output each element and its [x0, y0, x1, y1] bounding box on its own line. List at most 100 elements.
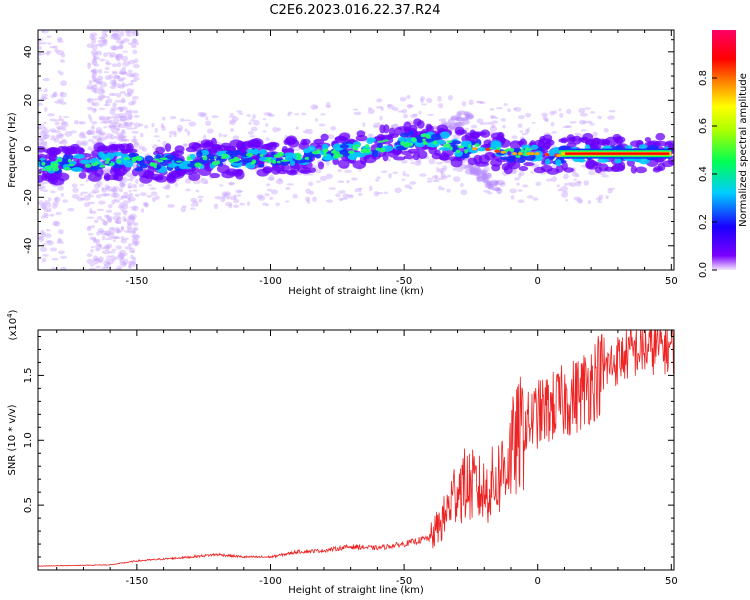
spectrogram-speck — [40, 141, 48, 147]
spectrogram-speck — [141, 147, 148, 152]
colorbar-label: Normalized spectral amplitude — [738, 73, 749, 227]
spectrogram-speck — [367, 133, 372, 139]
spectrogram-speck — [109, 44, 118, 51]
spectrogram-speck — [598, 172, 607, 176]
spectrogram-speck — [248, 121, 252, 125]
spectrogram-frame — [37, 29, 675, 271]
spectrogram-speck — [106, 214, 110, 219]
spectrogram-speck — [262, 202, 268, 206]
spectrogram-speck — [513, 107, 517, 111]
spectrogram-speck — [88, 80, 93, 85]
spectrogram-speck — [46, 240, 54, 246]
spectrogram-speck — [53, 137, 60, 143]
spectrogram-peak-blob — [186, 156, 192, 161]
spectrogram-speck — [426, 113, 435, 116]
spectrogram-speck — [358, 192, 363, 196]
spectrogram-speck — [446, 125, 454, 129]
spectrogram-speck — [97, 87, 104, 91]
spectrogram-band-blob — [383, 124, 390, 134]
spectrogram-core-blob — [366, 137, 374, 144]
spectrogram-speck — [40, 215, 49, 219]
spectrogram-speck — [50, 130, 57, 133]
spectrogram-speck — [115, 228, 121, 234]
spectrogram-speck — [100, 39, 107, 42]
spectrogram-speck — [45, 240, 52, 244]
spectrogram-speck — [112, 185, 116, 189]
spectrogram-band-blob — [425, 123, 433, 132]
spectrogram-core-blob — [614, 158, 622, 164]
spectrogram-core-blob — [548, 149, 555, 157]
spectrogram-speck — [127, 227, 131, 233]
spectrogram-speck — [440, 187, 446, 191]
spectrogram-speck — [58, 141, 62, 144]
spectrogram-speck — [95, 129, 104, 135]
spectrogram-speck — [111, 236, 118, 240]
spectrogram-speck — [124, 110, 133, 116]
spectrogram-speck — [239, 202, 246, 206]
spectrogram-speck — [99, 117, 106, 121]
spectrogram-speck — [43, 121, 47, 125]
spectrogram-core-blob — [517, 158, 526, 163]
spectrogram-speck — [127, 83, 134, 86]
spectrogram-speck — [588, 170, 596, 176]
spectrogram-band-blob — [382, 152, 389, 162]
spectrogram-speck — [42, 214, 50, 217]
spectrogram-speck — [153, 135, 160, 138]
spectrogram-speck — [103, 95, 111, 99]
spectrogram-band-blob — [70, 143, 80, 150]
spectrogram-speck — [560, 192, 569, 198]
spectrogram-speck — [514, 107, 522, 112]
spectrogram-speck — [56, 133, 64, 139]
spectrogram-speck — [199, 115, 205, 118]
spectrogram-speck — [457, 110, 466, 116]
spectrogram-speck — [122, 135, 127, 139]
spectrogram-speck — [100, 230, 108, 236]
spectrogram-speck — [376, 176, 381, 180]
spectrogram-speck — [40, 96, 47, 101]
spectrogram-speck — [108, 54, 114, 58]
spectrogram-speck — [561, 190, 569, 194]
spectrogram-peak-blob — [159, 157, 167, 160]
spectrogram-speck — [131, 237, 139, 243]
snr-x-tick-label: 50 — [665, 576, 678, 587]
spectrogram-speck — [161, 116, 166, 121]
spectrogram-speck — [325, 101, 331, 108]
spectrogram-speck — [133, 114, 140, 118]
spectrogram-core-blob — [289, 160, 296, 167]
spectrogram-speck — [116, 53, 124, 59]
spectrogram-speck — [103, 126, 107, 129]
spectrogram-speck — [118, 108, 124, 112]
spectrogram-speck — [111, 121, 118, 126]
spectrogram-speck — [129, 260, 137, 266]
spectrogram-speck — [437, 177, 444, 181]
spectrogram-speck — [59, 101, 67, 105]
spectrogram-speck — [128, 216, 136, 221]
spectrogram-speck — [128, 231, 137, 234]
spectrogram-hot-spot — [544, 152, 550, 156]
spectrogram-core-blob — [98, 151, 105, 158]
spectrogram-band-blob — [355, 134, 368, 142]
spectrogram-speck — [295, 126, 299, 130]
spectrogram-speck — [122, 37, 130, 43]
spectrogram-speck — [277, 127, 281, 132]
spectrogram-speck — [131, 31, 140, 37]
spectrogram-speck — [105, 237, 113, 241]
spectrogram-speck — [177, 127, 182, 133]
spectrogram-speck — [130, 206, 138, 209]
spectrogram-speck — [99, 132, 105, 136]
spectrogram-speck — [101, 188, 108, 193]
spectrogram-core-blob — [555, 159, 562, 167]
spectrogram-speck — [262, 118, 267, 121]
spectrogram-speck — [54, 196, 59, 203]
spectrogram-speck — [526, 195, 534, 199]
spectrogram-speck — [470, 124, 478, 129]
spectrogram-speck — [38, 52, 46, 56]
spectrogram-speck — [59, 91, 67, 98]
spectrogram-speck — [314, 118, 319, 122]
spectrogram-speck — [222, 193, 226, 200]
spectrogram-speck — [41, 181, 49, 185]
spectrogram-band-blob — [320, 133, 329, 141]
spectrogram-speck — [87, 232, 94, 236]
spectrogram-speck — [269, 196, 274, 200]
